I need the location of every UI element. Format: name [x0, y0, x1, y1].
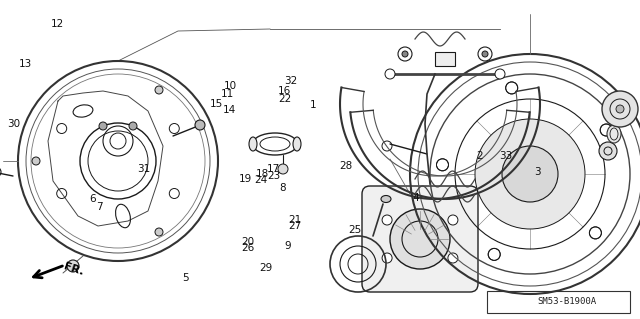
Text: 3: 3	[534, 167, 541, 177]
Circle shape	[589, 227, 602, 239]
Circle shape	[475, 119, 585, 229]
Circle shape	[99, 122, 107, 130]
Circle shape	[402, 51, 408, 57]
Circle shape	[482, 51, 488, 57]
Circle shape	[385, 69, 395, 79]
Circle shape	[129, 122, 137, 130]
Circle shape	[278, 164, 288, 174]
Circle shape	[390, 209, 450, 269]
Text: 28: 28	[339, 161, 352, 171]
Bar	[487, 291, 630, 313]
Text: 29: 29	[259, 263, 272, 273]
Text: 24: 24	[255, 175, 268, 185]
Circle shape	[382, 215, 392, 225]
Circle shape	[602, 91, 638, 127]
Text: 10: 10	[224, 81, 237, 91]
Text: 27: 27	[288, 221, 301, 232]
Circle shape	[436, 159, 449, 171]
Text: 33: 33	[499, 151, 512, 161]
Circle shape	[448, 253, 458, 263]
Text: 9: 9	[285, 241, 291, 251]
Text: 2: 2	[477, 151, 483, 161]
Circle shape	[155, 86, 163, 94]
Text: 30: 30	[8, 119, 20, 130]
Ellipse shape	[607, 125, 621, 143]
Text: 11: 11	[221, 89, 234, 99]
Circle shape	[32, 157, 40, 165]
Circle shape	[195, 120, 205, 130]
Circle shape	[506, 82, 518, 94]
Text: 19: 19	[239, 174, 252, 184]
Text: 8: 8	[280, 183, 286, 193]
Text: 31: 31	[138, 164, 150, 174]
Text: 5: 5	[182, 272, 189, 283]
Text: 21: 21	[288, 215, 301, 225]
Text: 26: 26	[241, 243, 254, 253]
Text: 4: 4	[413, 193, 419, 203]
Text: 17: 17	[268, 164, 280, 174]
Text: 23: 23	[268, 171, 280, 181]
Text: 16: 16	[278, 86, 291, 96]
Circle shape	[382, 253, 392, 263]
Circle shape	[616, 105, 624, 113]
Text: 12: 12	[51, 19, 64, 29]
Text: 13: 13	[19, 59, 32, 69]
Text: SM53-B1900A: SM53-B1900A	[538, 296, 596, 306]
Circle shape	[600, 124, 612, 136]
Text: 6: 6	[90, 194, 96, 204]
FancyBboxPatch shape	[362, 186, 478, 292]
Text: 15: 15	[210, 99, 223, 109]
Text: 14: 14	[223, 105, 236, 115]
Text: 1: 1	[310, 100, 317, 110]
Ellipse shape	[293, 137, 301, 151]
Circle shape	[448, 215, 458, 225]
Circle shape	[67, 260, 79, 272]
Bar	[435, 52, 455, 66]
Text: FR.: FR.	[62, 261, 84, 277]
Text: 20: 20	[241, 237, 254, 248]
Ellipse shape	[249, 137, 257, 151]
Text: 22: 22	[278, 94, 291, 104]
Circle shape	[155, 228, 163, 236]
Text: 18: 18	[256, 169, 269, 179]
Circle shape	[599, 142, 617, 160]
Circle shape	[502, 146, 558, 202]
Ellipse shape	[381, 196, 391, 203]
Text: 32: 32	[285, 76, 298, 86]
Text: 7: 7	[96, 202, 102, 212]
Circle shape	[488, 249, 500, 260]
Text: 25: 25	[349, 225, 362, 235]
Circle shape	[495, 69, 505, 79]
